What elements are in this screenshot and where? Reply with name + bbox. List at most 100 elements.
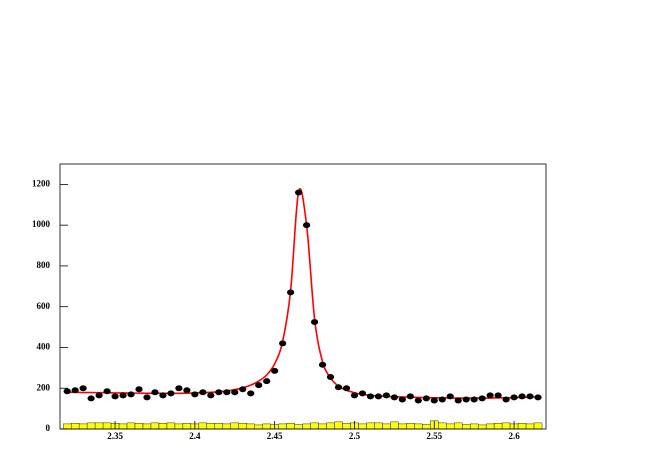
x-tick-label: 2.55 [426, 431, 442, 441]
histogram-bar [158, 423, 168, 430]
data-point [526, 393, 534, 400]
histogram-bar [286, 423, 295, 430]
data-point [398, 396, 406, 403]
histogram-bar [310, 422, 319, 430]
data-point [79, 385, 87, 392]
data-point [382, 392, 390, 399]
x-tick-label: 2.4 [189, 431, 201, 441]
histogram-bar [318, 423, 327, 430]
histogram-bar [294, 424, 303, 430]
data-point [247, 390, 255, 397]
histogram-bar [166, 422, 176, 430]
data-point [263, 378, 271, 385]
data-point [390, 394, 398, 401]
histogram-bar [462, 424, 471, 430]
x-tick-label: 2.6 [508, 431, 520, 441]
data-point [295, 189, 303, 196]
y-tick-label: 200 [37, 382, 51, 392]
histogram-bar [262, 423, 271, 430]
histogram-bar [525, 423, 535, 430]
histogram-bar [517, 423, 527, 430]
y-tick-label: 1200 [32, 178, 51, 188]
data-point [470, 396, 478, 403]
data-point [127, 391, 135, 398]
histogram-bar [485, 423, 495, 430]
data-point [231, 389, 239, 396]
data-point [374, 393, 383, 400]
histogram-bar [126, 422, 136, 430]
data-point [103, 388, 111, 395]
histogram-bar [374, 422, 383, 430]
data-point [63, 388, 71, 395]
data-point [111, 393, 119, 400]
histogram-bar [254, 424, 263, 430]
data-point [287, 289, 295, 296]
histogram-bar [214, 423, 223, 430]
histogram-bar [238, 423, 247, 430]
data-point [326, 374, 335, 381]
data-point [191, 391, 199, 398]
data-point [534, 394, 542, 401]
histogram-bar [533, 422, 543, 430]
histogram-bar [334, 421, 343, 430]
data-point [438, 396, 446, 403]
histogram-bar [406, 423, 415, 430]
data-point [239, 386, 247, 393]
data-point [494, 392, 502, 399]
histogram-bar [150, 422, 160, 430]
data-point [406, 393, 414, 400]
data-point [334, 384, 343, 391]
data-point [414, 397, 422, 404]
data-point [143, 394, 151, 401]
histogram-bar [422, 424, 431, 430]
data-point [255, 382, 263, 389]
data-point [446, 393, 454, 400]
x-tick-label: 2.45 [267, 431, 283, 441]
y-tick-label: 1000 [32, 219, 51, 229]
data-point [71, 387, 79, 394]
histogram-bar [86, 422, 96, 430]
histogram-bar [246, 423, 255, 430]
plot-frame [59, 163, 547, 430]
histogram-bar [142, 423, 152, 430]
histogram-bar [62, 423, 72, 430]
histogram-bar [94, 422, 104, 430]
histogram-bar [366, 422, 375, 430]
data-point [358, 390, 367, 397]
histogram-bar [469, 423, 479, 430]
histogram-bar [70, 423, 80, 430]
histogram-bar [102, 422, 112, 430]
histogram-bar [182, 423, 192, 430]
histogram-bar [477, 424, 487, 430]
data-point [183, 387, 191, 394]
data-point [151, 389, 159, 396]
data-point [350, 392, 359, 399]
y-tick-label: 400 [37, 342, 51, 352]
data-point [302, 222, 311, 229]
histogram-bar [342, 423, 351, 430]
histogram-bar [222, 423, 231, 430]
data-point [430, 397, 438, 404]
y-tick-label: 800 [37, 260, 51, 270]
data-point [167, 390, 175, 397]
data-point [279, 340, 287, 347]
histogram-bar [414, 423, 423, 430]
data-point [366, 393, 375, 400]
data-point [223, 389, 231, 396]
data-point [119, 392, 127, 399]
histogram-bar [438, 422, 447, 430]
data-point [510, 394, 518, 401]
y-tick-label: 600 [37, 301, 51, 311]
histogram-bar [118, 423, 128, 430]
data-point [318, 361, 327, 368]
data-point [462, 396, 470, 403]
histogram-bar [382, 423, 391, 430]
histogram-bar [398, 423, 407, 430]
histogram-bar [446, 423, 455, 430]
data-point [310, 318, 319, 325]
histogram-bar [390, 421, 399, 430]
data-point [87, 395, 95, 402]
histogram-bar [230, 422, 239, 430]
